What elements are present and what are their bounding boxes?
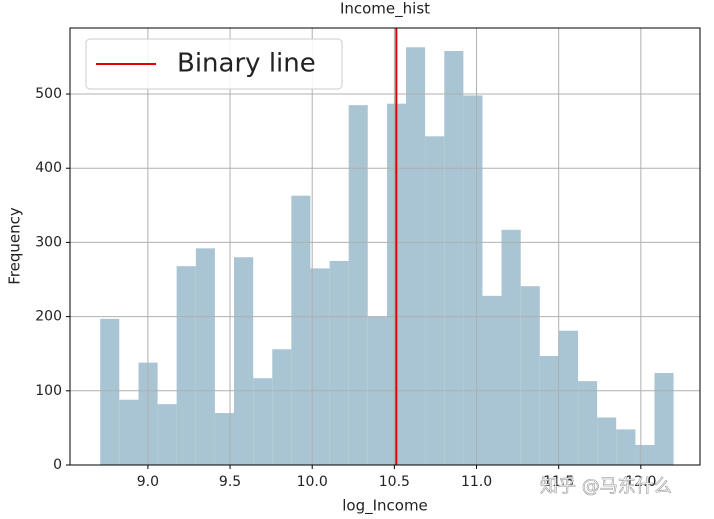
x-tick-label: 11.5 (543, 474, 574, 490)
bar (425, 136, 445, 466)
bar (578, 381, 598, 465)
watermark: 知乎 @马东什么 (540, 476, 672, 497)
bar (501, 229, 521, 465)
y-tick-label: 200 (35, 309, 62, 325)
bar (253, 378, 273, 465)
bar (520, 286, 540, 465)
x-tick-label: 9.0 (137, 474, 159, 490)
y-axis-label: Frequency (6, 207, 24, 285)
bar (195, 248, 215, 465)
x-tick-label: 10.0 (297, 474, 328, 490)
y-tick-label: 100 (35, 383, 62, 399)
plot-frame (69, 27, 701, 466)
bar (406, 47, 426, 466)
bar (272, 349, 292, 465)
bar (157, 404, 177, 465)
bar (291, 195, 311, 465)
bar (100, 318, 120, 465)
x-tick-label: 12.0 (625, 474, 656, 490)
bar (654, 373, 674, 465)
bar (558, 330, 579, 465)
chart-title: Income_hist (340, 0, 430, 19)
bar (463, 95, 483, 466)
x-tick-label: 10.5 (379, 474, 410, 490)
bar (444, 51, 464, 465)
y-tick-label: 400 (35, 160, 62, 176)
bar (176, 266, 196, 465)
y-tick-label: 300 (35, 234, 62, 250)
y-tick-label: 500 (35, 86, 62, 102)
bar (214, 413, 234, 465)
legend-label: Binary line (177, 49, 316, 79)
legend-box (85, 38, 343, 90)
bar (635, 444, 655, 465)
bar (348, 105, 368, 466)
x-tick-label: 9.5 (219, 474, 241, 490)
bar (597, 417, 617, 465)
bar (539, 355, 559, 465)
bar (310, 268, 330, 465)
y-tick-label: 0 (53, 457, 62, 473)
bar (616, 429, 636, 465)
bar (233, 257, 254, 465)
bar (119, 399, 139, 465)
x-axis-label: log_Income (342, 497, 428, 516)
x-tick-label: 11.0 (461, 474, 492, 490)
bar (329, 260, 349, 465)
bar (482, 295, 502, 465)
